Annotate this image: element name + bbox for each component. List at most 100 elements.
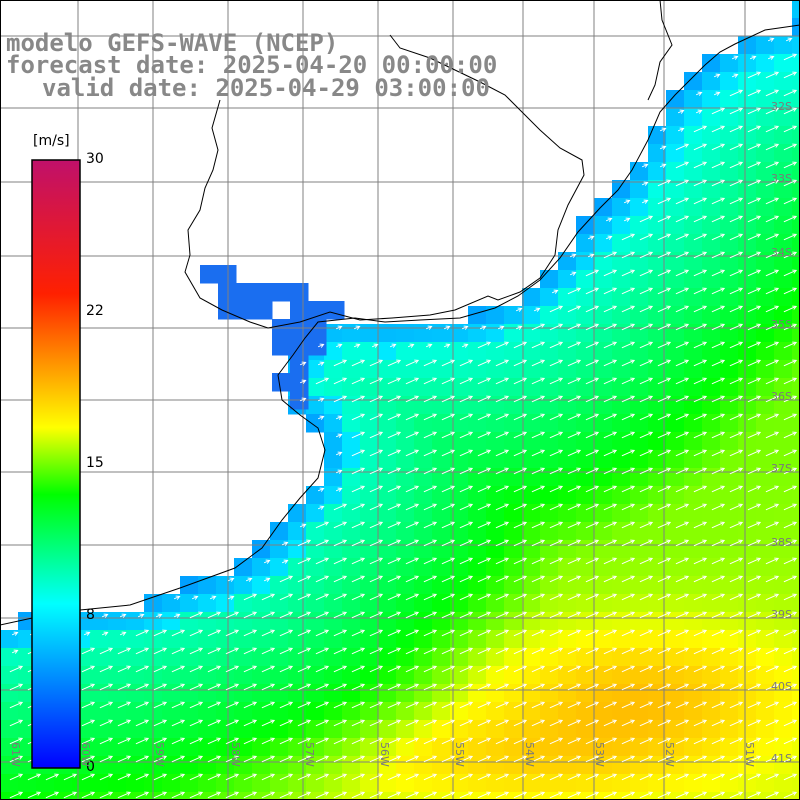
wind-arrow: [587, 235, 595, 240]
wind-cell: [486, 558, 505, 577]
wind-cell: [792, 756, 800, 775]
wind-arrow: [729, 359, 744, 367]
wind-cell: [540, 594, 559, 613]
wind-arrow: [747, 359, 762, 367]
wind-cell: [792, 72, 800, 91]
wind-cell: [360, 378, 379, 397]
wind-arrow: [765, 89, 780, 97]
longitude-label: 61W: [9, 742, 22, 767]
wind-arrow: [711, 233, 726, 241]
wind-arrow: [585, 467, 600, 475]
wind-cell: [684, 144, 703, 163]
wind-arrow: [603, 557, 618, 565]
wind-arrow: [657, 323, 672, 331]
wind-arrow: [585, 287, 600, 295]
wind-cell: [288, 612, 307, 631]
wind-arrow: [387, 683, 402, 691]
wind-arrow: [549, 557, 564, 565]
wind-cell: [360, 720, 379, 739]
wind-arrow: [711, 647, 726, 655]
wind-cell: [666, 450, 685, 469]
wind-cell: [576, 450, 595, 469]
wind-cell: [432, 522, 451, 541]
wind-cell: [576, 414, 595, 433]
wind-arrow: [605, 217, 613, 222]
wind-arrow: [459, 737, 474, 745]
wind-arrow: [495, 341, 510, 349]
wind-cell: [558, 504, 577, 523]
wind-arrow: [675, 359, 690, 367]
wind-cell: [504, 756, 523, 775]
wind-cell: [306, 666, 325, 685]
wind-cell: [720, 306, 739, 325]
wind-arrow: [585, 449, 600, 457]
wind-arrow: [207, 719, 222, 727]
wind-cell: [630, 792, 649, 800]
wind-cell: [54, 792, 73, 800]
wind-cell: [738, 234, 757, 253]
wind-arrow: [243, 683, 258, 691]
wind-cell: [756, 756, 775, 775]
wind-cell: [414, 504, 433, 523]
wind-arrow: [711, 557, 726, 565]
wind-cell: [558, 342, 577, 361]
wind-arrow: [729, 719, 744, 727]
wind-cell: [648, 342, 667, 361]
wind-cell: [378, 342, 397, 361]
wind-cell: [198, 576, 217, 595]
wind-arrow: [531, 323, 546, 331]
wind-arrow: [641, 181, 649, 186]
wind-arrow: [693, 467, 708, 475]
wind-cell: [216, 702, 235, 721]
wind-cell: [594, 630, 613, 649]
wind-arrow: [677, 127, 685, 132]
wind-cell: [324, 324, 343, 343]
wind-arrow: [693, 413, 708, 421]
wind-arrow: [135, 737, 150, 745]
wind-arrow: [135, 683, 150, 691]
wind-cell: [342, 792, 361, 800]
wind-cell: [414, 378, 433, 397]
wind-cell: [270, 774, 289, 793]
wind-cell: [342, 702, 361, 721]
wind-cell: [432, 414, 451, 433]
wind-cell: [414, 648, 433, 667]
wind-cell: [756, 252, 775, 271]
wind-cell: [522, 612, 541, 631]
wind-cell: [234, 612, 253, 631]
wind-cell: [468, 522, 487, 541]
wind-cell: [522, 666, 541, 685]
wind-arrow: [333, 773, 348, 781]
wind-cell: [126, 648, 145, 667]
wind-arrow: [405, 449, 420, 457]
wind-arrow: [515, 307, 523, 312]
wind-arrow: [675, 287, 690, 295]
latitude-label: 32S: [771, 100, 792, 113]
wind-arrow: [333, 629, 348, 637]
wind-cell: [648, 666, 667, 685]
wind-arrow: [785, 37, 793, 42]
wind-cell: [522, 450, 541, 469]
wind-arrow: [549, 521, 564, 529]
wind-arrow: [389, 343, 397, 348]
wind-cell: [108, 666, 127, 685]
wind-cell: [738, 576, 757, 595]
wind-arrow: [351, 449, 366, 457]
wind-arrow: [477, 719, 492, 727]
wind-cell: [630, 360, 649, 379]
wind-cell: [792, 612, 800, 631]
wind-cell: [198, 702, 217, 721]
wind-cell: [396, 774, 415, 793]
wind-cell: [54, 774, 73, 793]
wind-arrow: [585, 719, 600, 727]
wind-cell: [774, 702, 793, 721]
wind-arrow: [207, 701, 222, 709]
wind-cell: [612, 342, 631, 361]
wind-cell: [90, 720, 109, 739]
wind-cell: [216, 792, 235, 800]
wind-arrow: [153, 773, 168, 781]
wind-arrow: [315, 755, 330, 763]
wind-cell: [720, 252, 739, 271]
wind-arrow: [405, 773, 420, 781]
wind-arrow: [137, 613, 145, 618]
